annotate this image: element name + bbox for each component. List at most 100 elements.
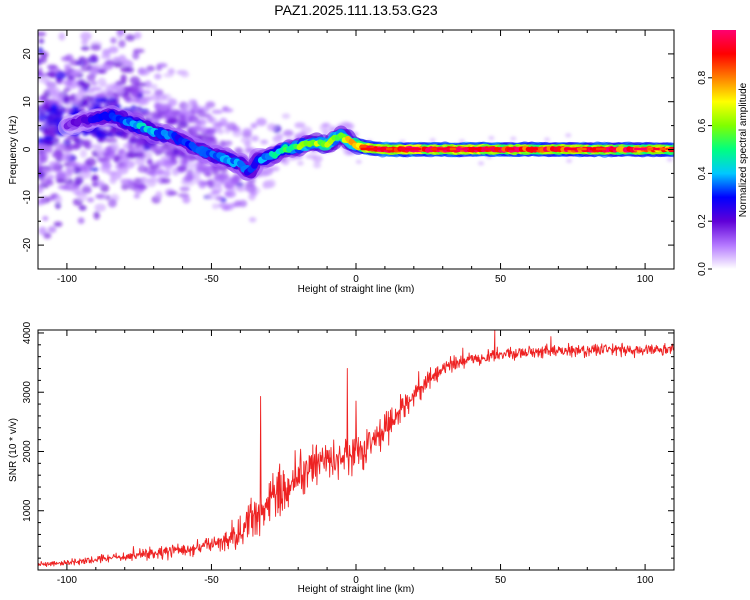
spectrogram-x-tick-label: 50 [495, 274, 507, 285]
spectrogram-speckle-cell [281, 113, 291, 119]
spectrogram-speckle-cell [38, 31, 47, 37]
spectrogram-speckle-cell [137, 164, 148, 173]
spectrogram-speckle-cell [81, 39, 89, 46]
spectrogram-speckle-cell [262, 167, 274, 176]
spectrogram-speckle-cell [251, 135, 259, 142]
spectrogram-speckle-cell [154, 73, 162, 80]
spectrogram-speckle-cell [94, 203, 107, 212]
spectrogram-speckle-cell [77, 192, 88, 202]
spectrogram-speckle-cell [43, 232, 52, 239]
spectrogram-speckle-cell [53, 221, 63, 227]
spectrogram-speckle-cell [127, 181, 138, 191]
spectrogram-speckle-cell [197, 133, 208, 141]
spectrogram-speckle-cell [180, 71, 190, 78]
spectrogram-speckle-cell [58, 32, 66, 41]
spectrogram-speckle-cell [260, 139, 269, 145]
spectrogram-speckle-cell [56, 170, 67, 179]
spectrogram-speckle-cell [48, 160, 61, 168]
spectrogram-speckle-cell [43, 145, 51, 153]
spectrogram-speckle-cell [135, 82, 147, 88]
spectrogram-speckle-cell [120, 66, 130, 73]
spectrogram-speckle-cell [74, 176, 84, 185]
spectrogram-speckle-cell [116, 165, 129, 175]
spectrogram-speckle-cell [172, 148, 180, 156]
spectrogram-speckle-cell [131, 97, 141, 104]
spectrogram-speckle-cell [305, 154, 318, 160]
colorbar-tick-label: 0.4 [697, 166, 708, 180]
spectrogram-speckle-cell [38, 137, 44, 144]
spectrogram-speckle-cell [161, 145, 171, 155]
spectrogram-speckle-cell [63, 87, 71, 93]
spectrogram-speckle-cell [163, 159, 170, 166]
spectrogram-speckle-cell [283, 129, 294, 137]
spectrogram-speckle-cell [77, 79, 86, 87]
spectrogram-x-ticks: -100 -50 0 50 100 [37, 30, 675, 285]
snr-y-axis-label: SNR (10 * v/v) [8, 418, 19, 482]
spectrogram-speckle-cell [85, 157, 97, 167]
spectrogram-speckle-cell [58, 92, 65, 98]
snr-series-line [38, 330, 674, 568]
spectrogram-speckle-cell [123, 160, 135, 169]
spectrogram-speckle-cell [136, 106, 143, 113]
spectrogram-y-tick-label: -20 [22, 237, 33, 252]
spectrogram-speckle-cell [132, 51, 140, 60]
spectrogram-speckle-cell [221, 205, 231, 211]
spectrogram-speckle-cell [89, 69, 99, 75]
spectrogram-speckle-cell [81, 139, 91, 148]
spectrogram-speckle-cell [255, 117, 267, 127]
spectrogram-speckle-cell [187, 115, 199, 124]
spectrogram-speckle-cell [100, 54, 112, 60]
spectrogram-speckle-cell [193, 171, 201, 180]
snr-y-tick-label: 2000 [22, 440, 33, 463]
spectrogram-speckle-cell [60, 56, 71, 62]
spectrogram-speckle-cell [47, 226, 57, 233]
spectrogram-speckle-cell [272, 135, 283, 143]
spectrogram-speckle-cell [93, 211, 100, 220]
spectrogram-speckle-cell [65, 166, 75, 174]
colorbar-ticks: 0.0 0.2 0.4 0.6 0.8 [697, 70, 712, 276]
spectrogram-speckle-cell [133, 193, 141, 199]
spectrogram-speckle-cell [161, 177, 171, 184]
spectrogram-speckle-cell [144, 80, 152, 89]
spectrogram-speckle-cell [125, 34, 136, 42]
spectrogram-speckle-cell [666, 157, 673, 162]
spectrogram-speckle-cell [81, 95, 94, 103]
spectrogram-speckle-cell [108, 198, 117, 208]
spectrogram-speckle-cell [216, 128, 225, 135]
spectrogram-speckle-cell [46, 64, 58, 70]
spectrogram-speckle-cell [91, 64, 104, 70]
spectrogram-speckle-cell [110, 37, 117, 44]
spectrogram-speckle-cell [321, 122, 331, 128]
spectrogram-speckle-cell [115, 80, 127, 86]
spectrogram-ridge [57, 105, 674, 181]
spectrogram-speckle-cell [80, 165, 89, 173]
spectrogram-speckle-cell [123, 93, 132, 103]
spectrogram-speckle-cell [96, 132, 107, 140]
snr-x-axis-label: Height of straight line (km) [298, 584, 415, 595]
spectrogram-speckle-cell [95, 92, 105, 98]
spectrogram-speckle-cell [149, 164, 160, 170]
spectrogram-speckle-cell [80, 31, 92, 41]
spectrogram-speckle-cell [102, 151, 111, 157]
spectrogram-speckle-cell [134, 141, 141, 149]
spectrogram-speckle-cell [118, 39, 126, 48]
spectrogram-speckle-cell [81, 186, 92, 194]
spectrogram-speckle-cell [234, 200, 242, 208]
spectrogram-speckle-cell [244, 184, 257, 193]
spectrogram-speckle-cell [89, 167, 99, 172]
spectrogram-speckle-cell [198, 180, 207, 189]
spectrogram-speckle-cell [211, 203, 220, 210]
spectrogram-speckle-cell [184, 173, 194, 183]
spectrogram-speckle-cell [130, 104, 137, 112]
spectrogram-speckle-cell [429, 138, 436, 143]
spectrogram-speckle-cell [90, 176, 100, 182]
spectrogram-x-axis-label: Height of straight line (km) [298, 284, 415, 295]
spectrogram-speckle-cell [146, 158, 153, 165]
colorbar: 0.0 0.2 0.4 0.6 0.8 Normalized spectral ampl… [697, 30, 749, 276]
spectrogram-speckle-cell [38, 57, 43, 66]
spectrogram-speckle-cell [52, 167, 62, 173]
spectrogram-speckle-cell [238, 199, 248, 208]
snr-x-tick-label: -100 [57, 575, 77, 586]
